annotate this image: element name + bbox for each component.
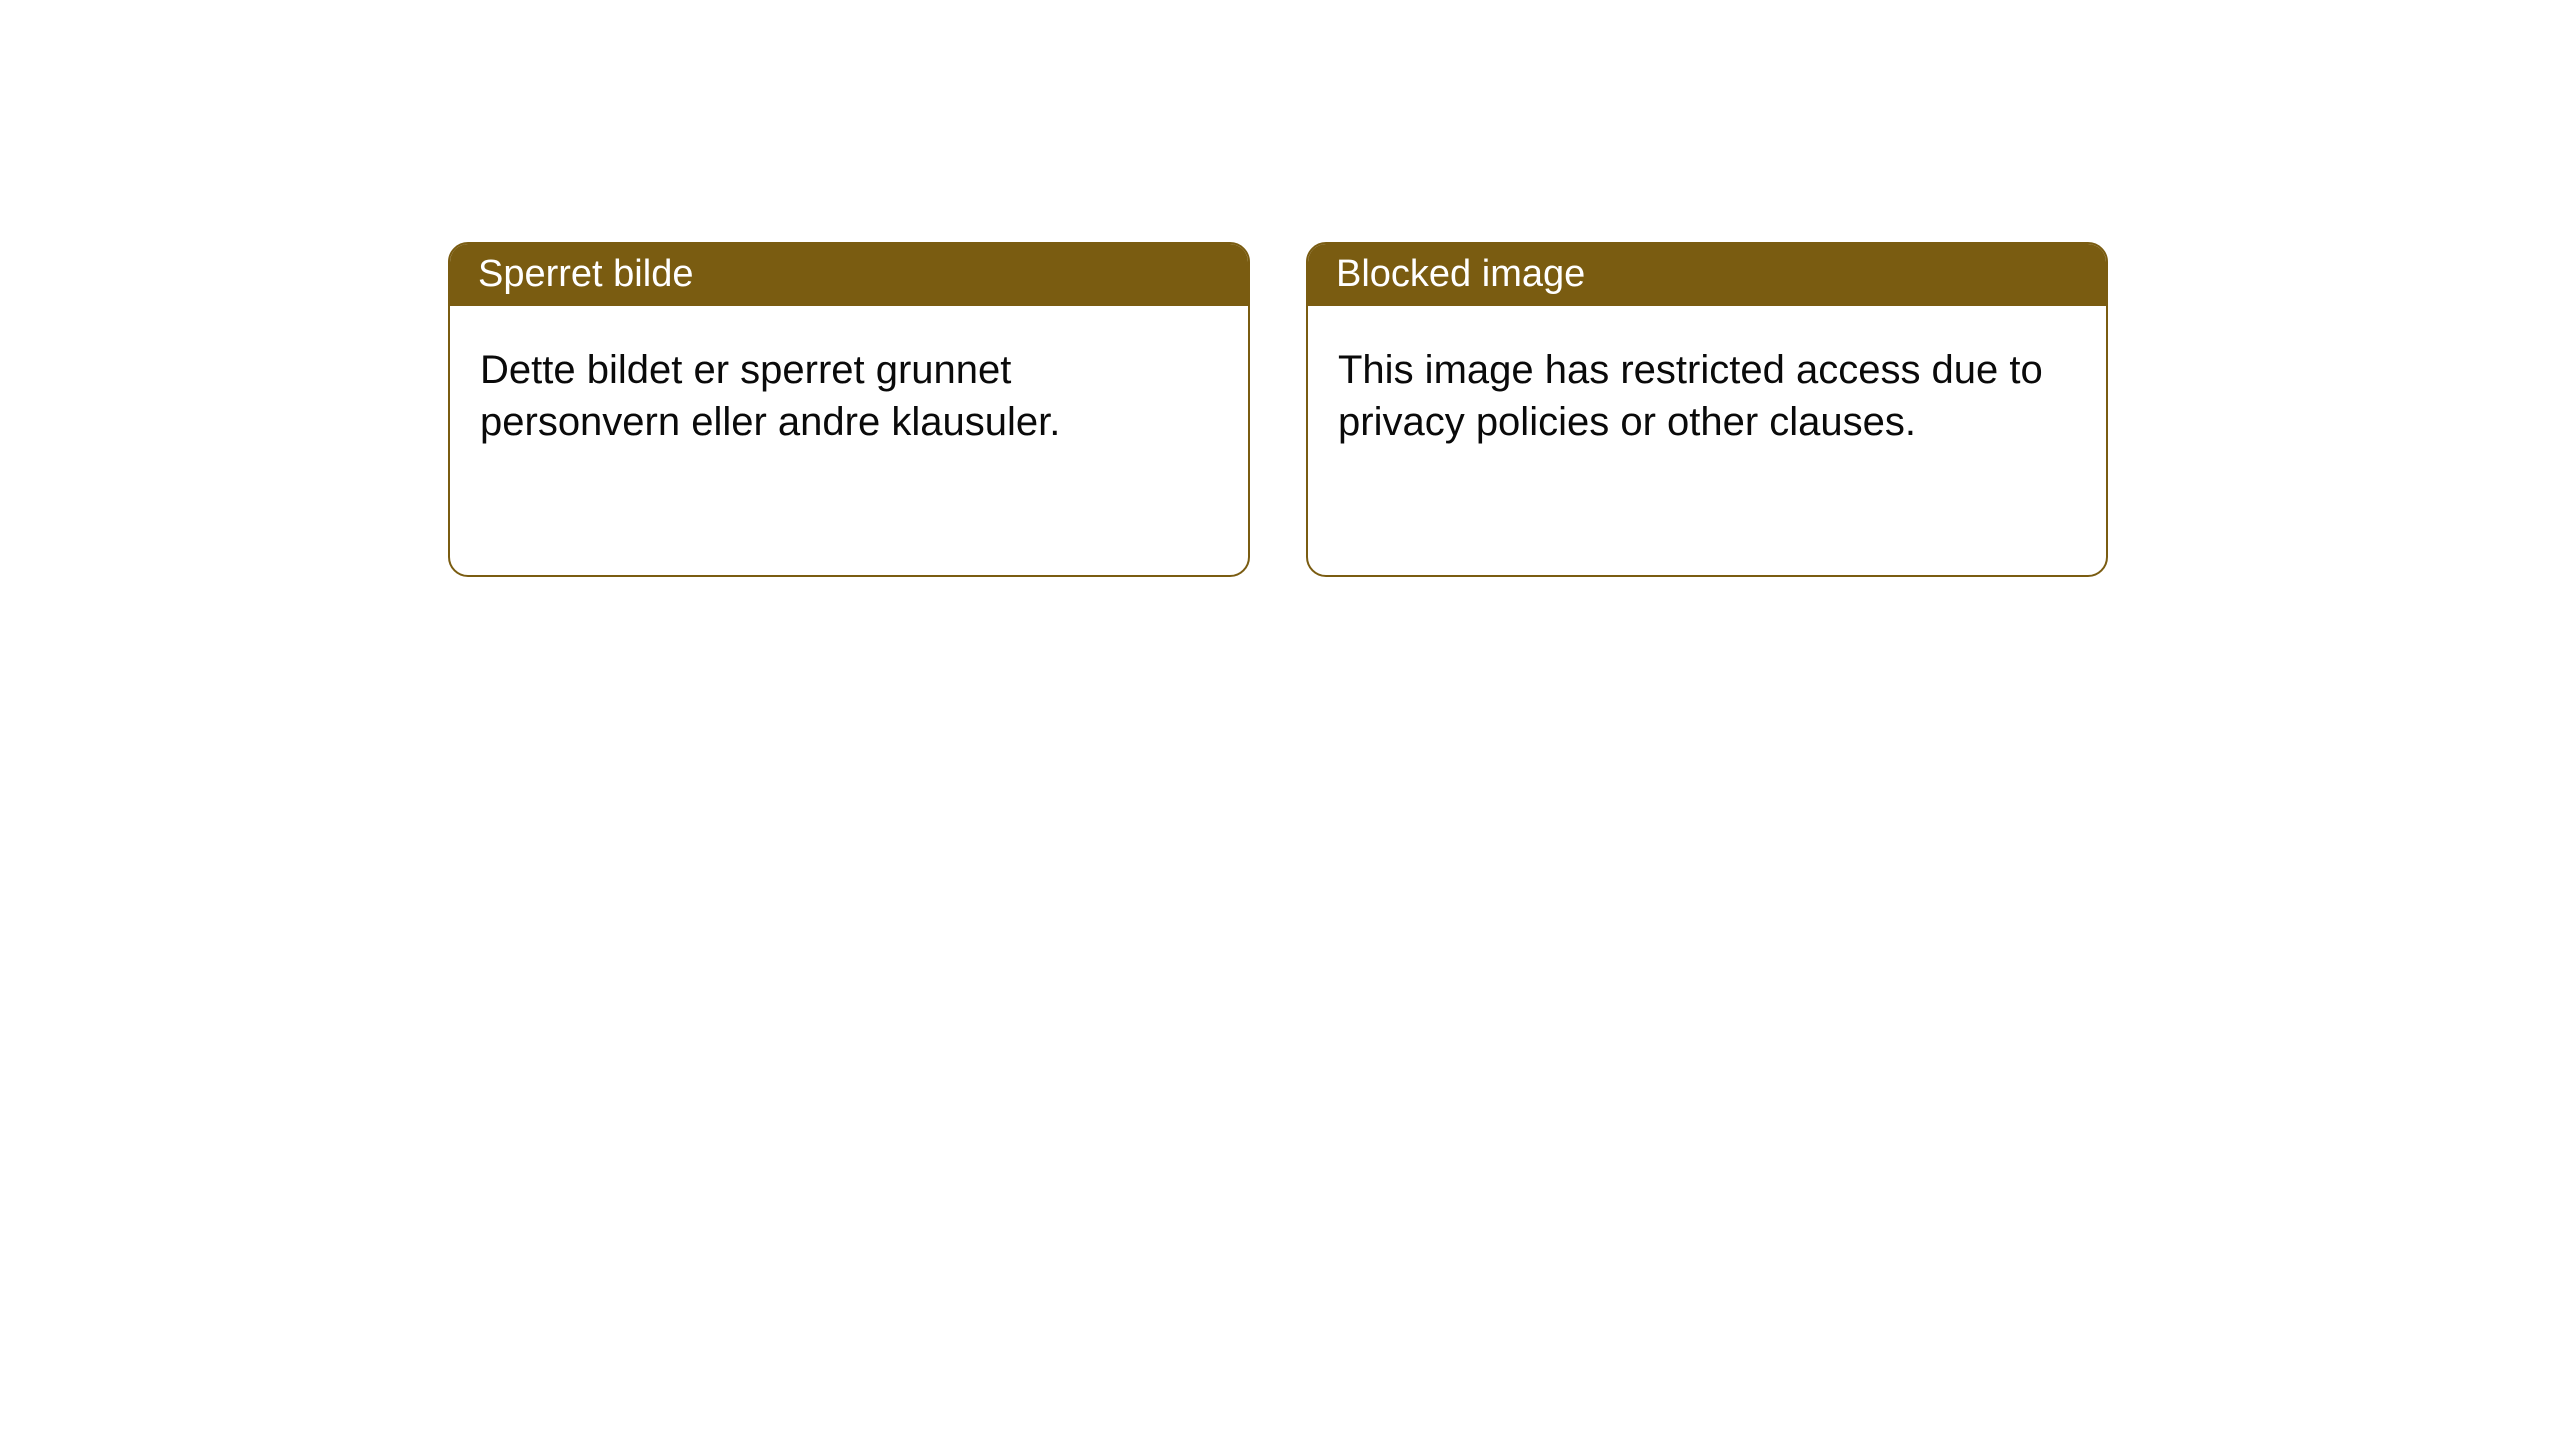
card-header-no: Sperret bilde: [450, 244, 1248, 306]
card-body-no: Dette bildet er sperret grunnet personve…: [450, 306, 1248, 486]
blocked-image-card-en: Blocked image This image has restricted …: [1306, 242, 2108, 577]
card-container: Sperret bilde Dette bildet er sperret gr…: [0, 0, 2560, 577]
card-header-en: Blocked image: [1308, 244, 2106, 306]
blocked-image-card-no: Sperret bilde Dette bildet er sperret gr…: [448, 242, 1250, 577]
card-body-en: This image has restricted access due to …: [1308, 306, 2106, 486]
